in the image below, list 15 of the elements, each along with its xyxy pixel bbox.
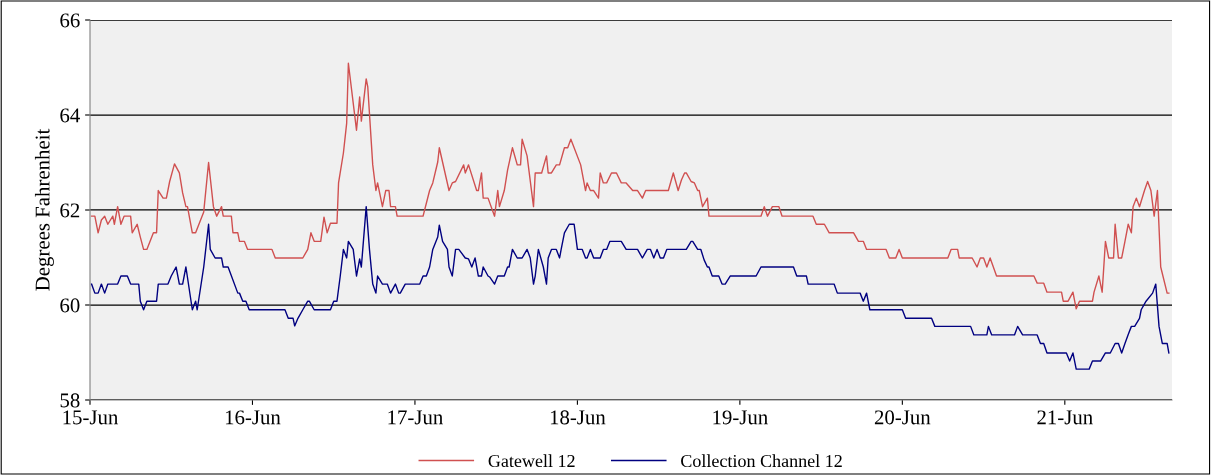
- x-tick-label: 17-Jun: [388, 410, 443, 425]
- x-tick-label: 20-Jun: [874, 410, 931, 425]
- x-tick-label: 15-Jun: [63, 410, 119, 425]
- x-tick-label: 16-Jun: [225, 410, 281, 425]
- x-tick-label: 21-Jun: [1037, 410, 1093, 425]
- y-axis-title: Degrees Fahrenheit: [34, 128, 54, 291]
- y-tick-label: 62: [60, 203, 80, 218]
- legend-label: Collection Channel 12: [681, 454, 842, 468]
- y-tick-label: 58: [60, 393, 80, 408]
- y-tick-label: 60: [60, 298, 80, 313]
- x-tick-label: 19-Jun: [713, 410, 768, 425]
- y-tick-label: 66: [60, 13, 80, 28]
- x-tick-label: 18-Jun: [550, 410, 606, 425]
- y-tick-label: 64: [60, 108, 80, 123]
- legend-label: Gatewell 12: [488, 454, 575, 468]
